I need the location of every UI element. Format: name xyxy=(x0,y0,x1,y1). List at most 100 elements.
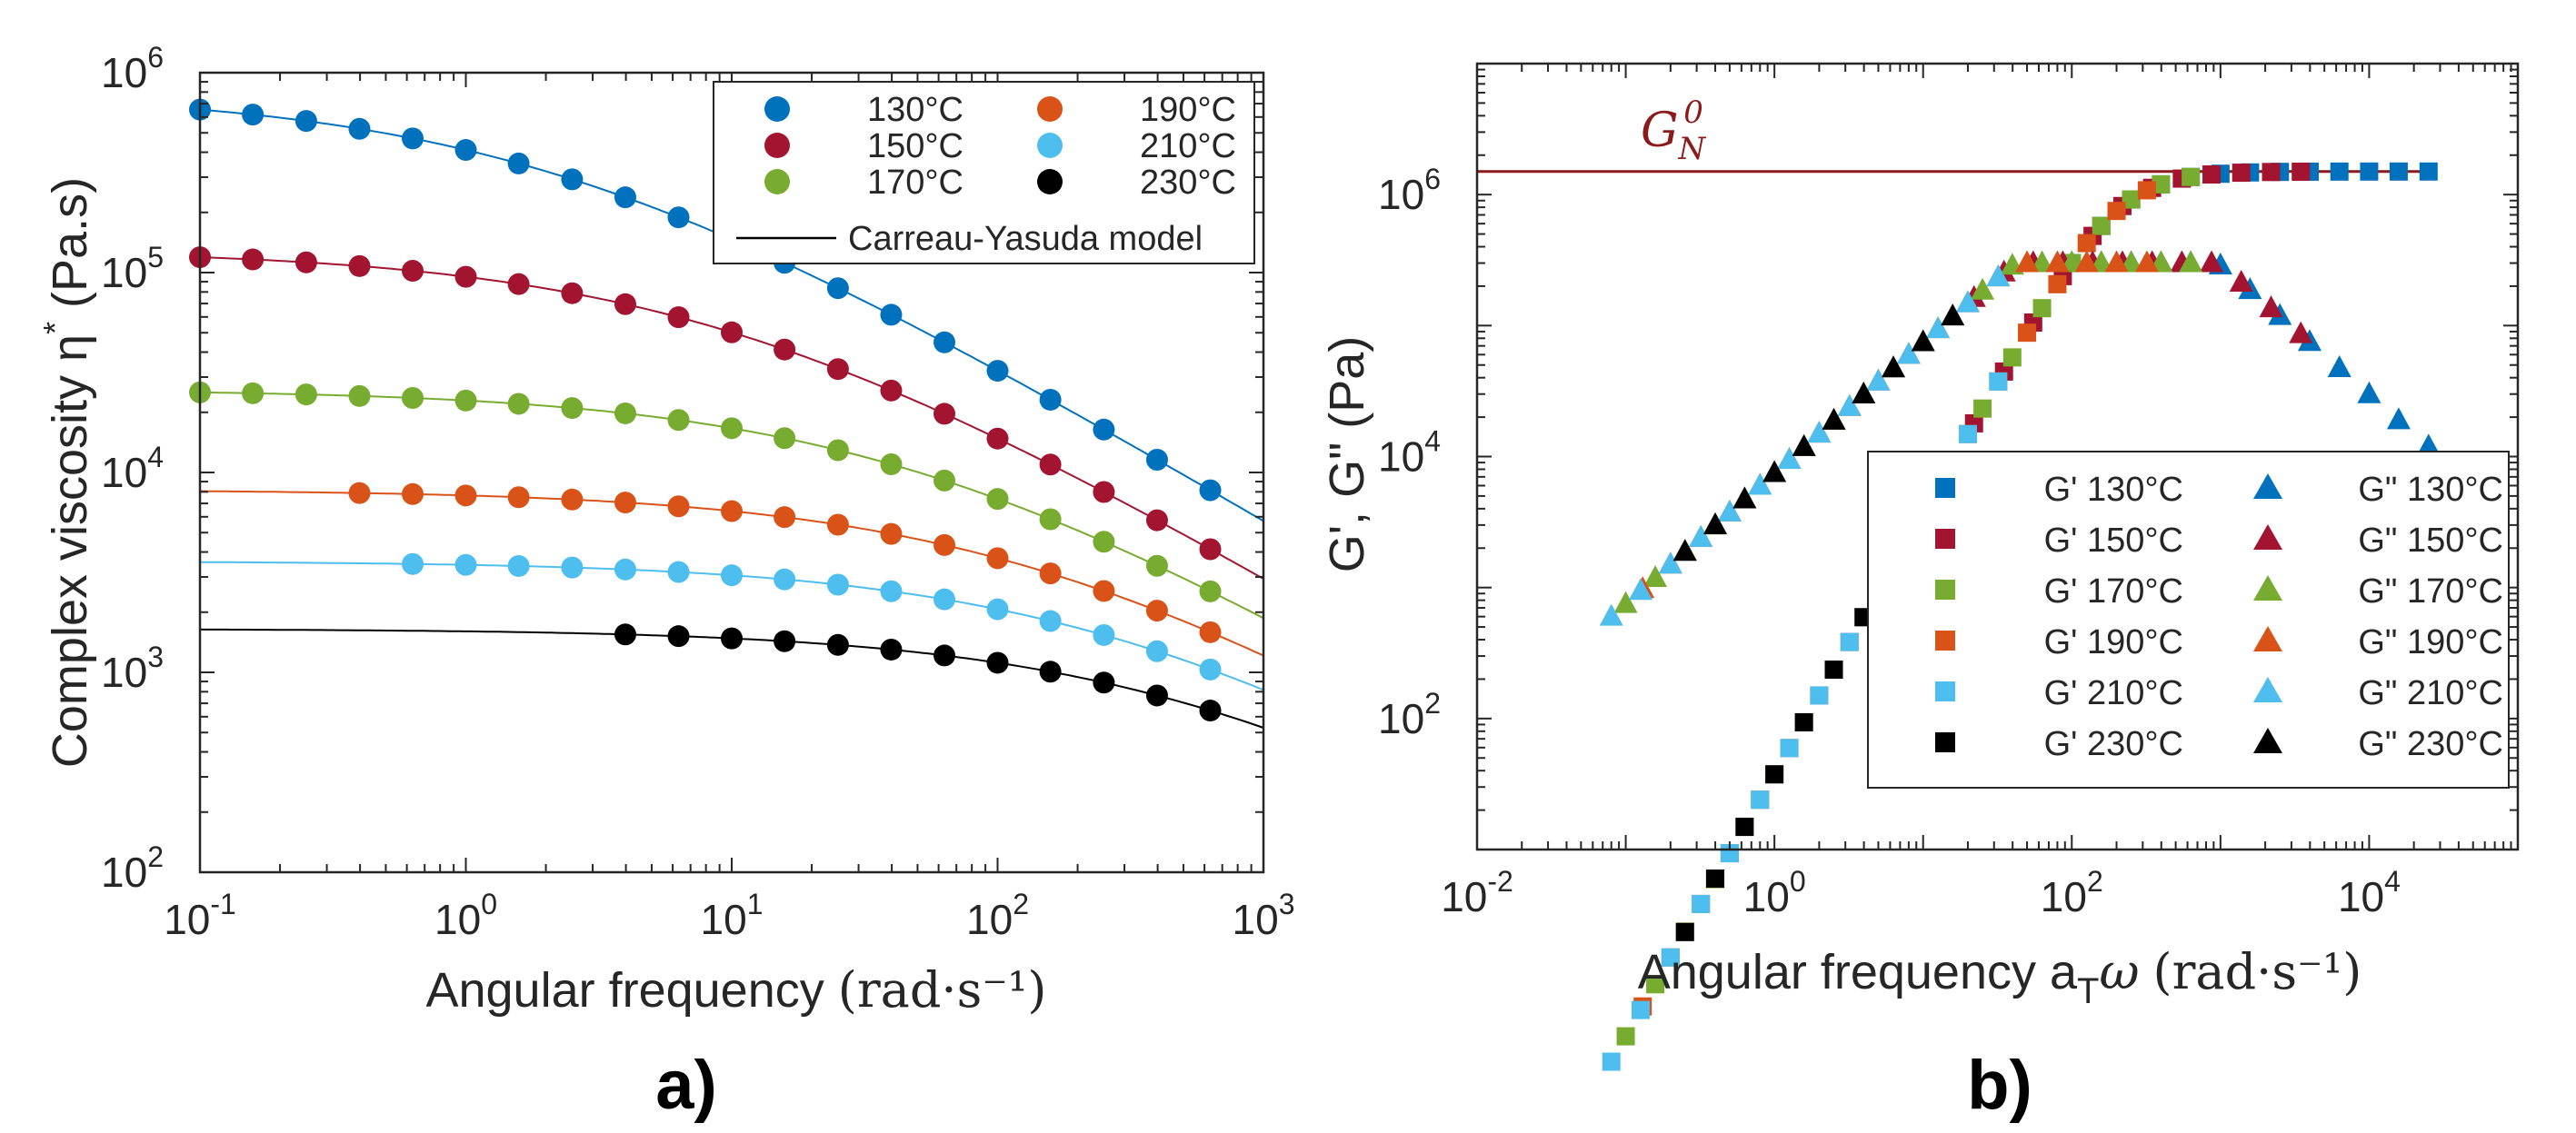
y-tick-label: 106 xyxy=(101,41,164,96)
y-tick-label: 104 xyxy=(1378,425,1441,481)
loss-modulus-point xyxy=(1703,512,1728,534)
data-point xyxy=(880,303,903,326)
data-point xyxy=(667,561,690,583)
legend-entry: G" 230°C xyxy=(2358,725,2503,763)
legend-marker xyxy=(2253,626,2282,651)
data-point xyxy=(986,488,1009,511)
data-point xyxy=(667,206,690,229)
data-point xyxy=(454,389,477,412)
data-point xyxy=(934,644,956,667)
data-point xyxy=(1145,684,1168,707)
loss-modulus-point xyxy=(2015,250,2040,273)
data-point xyxy=(721,627,743,650)
data-point xyxy=(667,625,690,648)
data-point xyxy=(774,568,796,591)
y-tick-label: 102 xyxy=(101,840,164,896)
storage-modulus-point xyxy=(2122,190,2141,209)
panel-a-ticks: 10-1 100 101 102 103 102 103 104 105 106 xyxy=(101,41,1294,943)
loss-modulus-point xyxy=(1986,264,2011,287)
data-point xyxy=(1093,418,1115,441)
legend-entry: 150°C xyxy=(867,127,964,165)
panel-b-y-axis-label: G', G" (Pa) xyxy=(1320,336,1374,573)
legend-entry: 230°C xyxy=(1140,164,1236,202)
storage-modulus-point xyxy=(2389,162,2408,181)
panel-a-data-points xyxy=(189,98,1222,722)
data-point xyxy=(774,506,796,529)
storage-modulus-point xyxy=(1602,1052,1621,1071)
panel-a-x-axis-label: Angular frequency (rad·s⁻¹) xyxy=(425,961,1046,1019)
loss-modulus-point xyxy=(2416,433,2441,456)
data-point xyxy=(1145,640,1168,662)
data-point xyxy=(934,403,956,425)
loss-modulus-point xyxy=(2074,250,2099,273)
data-point xyxy=(402,482,424,505)
legend-entry: 130°C xyxy=(867,91,964,129)
data-point xyxy=(242,104,265,126)
loss-modulus-point xyxy=(2357,381,2381,403)
panel-a-viscosity-chart: 10-1 100 101 102 103 102 103 104 105 106 130°C150… xyxy=(36,41,1294,1124)
data-point xyxy=(986,427,1009,450)
data-point xyxy=(348,482,371,504)
x-tick-label: 102 xyxy=(2041,865,2103,920)
data-point xyxy=(348,254,371,277)
storage-modulus-point xyxy=(2152,174,2171,194)
y-tick-label: 102 xyxy=(1378,687,1441,742)
data-point xyxy=(880,379,903,402)
data-point xyxy=(348,384,371,407)
data-point xyxy=(1039,562,1062,585)
panel-b-ticks: 10-2 100 102 104 102 104 106 xyxy=(1378,64,2518,920)
data-point xyxy=(1093,580,1115,602)
loss-modulus-point xyxy=(1882,355,1906,378)
legend-marker xyxy=(1935,580,1955,600)
storage-modulus-point xyxy=(1661,948,1680,967)
y-tick-label: 106 xyxy=(1378,163,1441,218)
panel-a-axes-box xyxy=(198,71,1265,874)
loss-modulus-point xyxy=(1762,460,1787,482)
storage-modulus-point xyxy=(1735,818,1754,837)
loss-modulus-point xyxy=(2179,250,2203,273)
loss-modulus-point xyxy=(1955,290,1980,313)
storage-modulus-point xyxy=(2360,162,2379,181)
storage-modulus-point xyxy=(2232,164,2251,183)
panel-b-legend: G' 130°C G' 150°C G' 170°C G' 190°C G' 210°C… xyxy=(1867,451,2510,789)
panel-b-label: b) xyxy=(1967,1047,2032,1124)
legend-marker xyxy=(2253,677,2282,702)
y-tick-label: 105 xyxy=(101,241,164,296)
data-point xyxy=(614,402,636,424)
storage-modulus-point xyxy=(1780,739,1799,758)
data-point xyxy=(934,469,956,492)
data-point xyxy=(826,439,849,462)
x-tick-label: 101 xyxy=(701,888,764,943)
storage-modulus-point xyxy=(1675,922,1694,941)
loss-modulus-point xyxy=(1896,342,1921,364)
x-tick-label: 10-2 xyxy=(1441,865,1513,920)
data-point xyxy=(826,513,849,536)
data-point xyxy=(348,117,371,140)
data-point xyxy=(880,638,903,661)
data-point xyxy=(986,547,1009,570)
data-point xyxy=(614,186,636,209)
x-tick-label: 102 xyxy=(966,888,1029,943)
data-point xyxy=(667,306,690,329)
data-point xyxy=(880,580,903,602)
legend-box xyxy=(713,81,1255,264)
loss-modulus-point xyxy=(2030,250,2054,273)
data-point xyxy=(826,633,849,656)
legend-marker xyxy=(2253,473,2282,499)
legend-marker xyxy=(1935,478,1955,498)
data-point xyxy=(1093,531,1115,553)
data-point xyxy=(1199,580,1222,602)
legend-box xyxy=(1867,451,2510,789)
loss-modulus-point xyxy=(1926,316,1951,339)
data-point xyxy=(721,500,743,522)
panel-a-label: a) xyxy=(655,1047,717,1124)
data-point xyxy=(507,152,530,174)
data-point xyxy=(561,488,584,511)
storage-modulus-point xyxy=(1646,975,1665,994)
legend-entry: G' 230°C xyxy=(2044,725,2183,763)
data-point xyxy=(1039,453,1062,476)
data-point xyxy=(614,558,636,581)
loss-modulus-point xyxy=(1807,421,1832,443)
loss-modulus-point xyxy=(1822,407,1846,430)
